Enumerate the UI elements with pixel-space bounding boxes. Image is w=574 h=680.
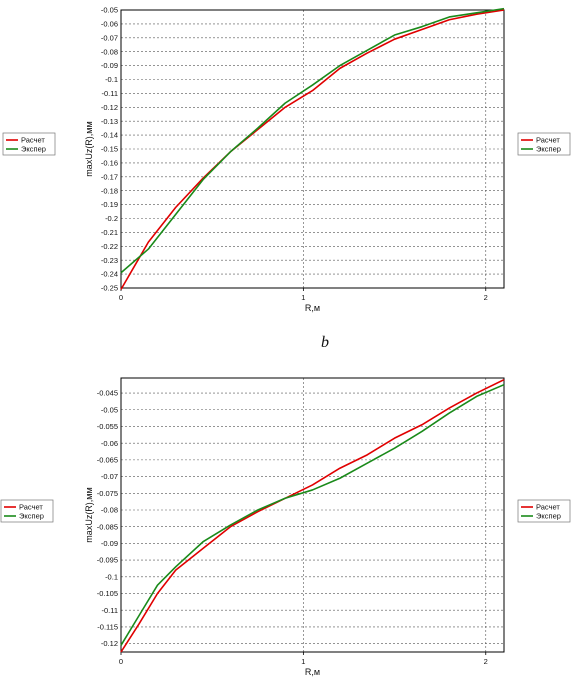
chart-top: -0.05 -0.06 -0.07 -0.08 -0.09 -0.1 -0.11 -0.12 -… — [2, 6, 571, 313]
y-tick-label: -0.25 — [101, 284, 118, 293]
y-tick-label: -0.13 — [101, 117, 118, 126]
panel-label: b — [321, 334, 329, 351]
y-tick-label: -0.095 — [97, 556, 118, 565]
y-tick-label: -0.09 — [101, 61, 118, 70]
y-tick-label: -0.21 — [101, 228, 118, 237]
y-tick-label: -0.1 — [105, 572, 118, 581]
y-tick-label: -0.08 — [101, 47, 118, 56]
y-tick-label: -0.05 — [101, 6, 118, 15]
series-line-calc — [120, 378, 505, 653]
x-tick-label: 2 — [484, 293, 488, 302]
legend-label: Расчет — [536, 503, 560, 512]
y-tick-label: -0.2 — [105, 214, 118, 223]
legend-label: Экспер — [536, 145, 561, 154]
legend-label: Экспер — [536, 512, 561, 521]
x-tick-label: 0 — [119, 657, 123, 666]
plot-area — [121, 378, 504, 652]
y-tick-label: -0.23 — [101, 256, 118, 265]
x-tick-label: 0 — [119, 293, 123, 302]
y-tick-label: -0.17 — [101, 172, 118, 181]
y-tick-label: -0.07 — [101, 472, 118, 481]
legend-label: Расчет — [21, 136, 45, 145]
y-tick-label: -0.06 — [101, 20, 118, 29]
x-tick-label: 2 — [484, 657, 488, 666]
series-line-exp — [120, 7, 505, 274]
y-tick-label: -0.11 — [101, 606, 118, 615]
legend-label: Экспер — [19, 512, 44, 521]
y-tick-label: -0.19 — [101, 200, 118, 209]
y-tick-label: -0.065 — [97, 455, 118, 464]
y-tick-label: -0.055 — [97, 422, 118, 431]
series-line-exp — [120, 383, 505, 646]
y-tick-label: -0.08 — [101, 506, 118, 515]
y-axis-label: maxUz(R),мм — [84, 487, 94, 542]
y-tick-label: -0.14 — [101, 131, 118, 140]
legend-label: Расчет — [19, 503, 43, 512]
plot-area — [121, 10, 504, 288]
y-tick-label: -0.105 — [97, 589, 118, 598]
x-tick-label: 1 — [301, 293, 305, 302]
y-tick-label: -0.12 — [101, 639, 118, 648]
series-line-calc — [120, 9, 505, 290]
y-tick-label: -0.05 — [101, 405, 118, 414]
y-axis-label: maxUz(R),мм — [84, 121, 94, 176]
y-tick-label: -0.1 — [105, 75, 118, 84]
y-tick-label: -0.07 — [101, 33, 118, 42]
legend-label: Экспер — [21, 145, 46, 154]
x-tick-label: 1 — [301, 657, 305, 666]
y-tick-label: -0.075 — [97, 489, 118, 498]
y-tick-label: -0.18 — [101, 186, 118, 195]
y-tick-label: -0.22 — [101, 242, 118, 251]
y-tick-label: -0.16 — [101, 159, 118, 168]
x-axis-label: R,м — [305, 667, 320, 677]
y-tick-label: -0.06 — [101, 439, 118, 448]
y-tick-label: -0.09 — [101, 539, 118, 548]
y-tick-label: -0.15 — [101, 145, 118, 154]
chart-bottom: -0.045 -0.05 -0.055 -0.06 -0.065 -0.07 -0.075 -… — [0, 377, 571, 677]
y-tick-label: -0.045 — [97, 389, 118, 398]
plot-frame — [120, 377, 505, 653]
legend-label: Расчет — [536, 136, 560, 145]
y-tick-label: -0.085 — [97, 522, 118, 531]
plot-frame — [120, 9, 505, 289]
y-tick-label: -0.24 — [101, 270, 118, 279]
y-tick-label: -0.12 — [101, 103, 118, 112]
y-tick-label: -0.11 — [101, 89, 118, 98]
x-axis-label: R,м — [305, 303, 320, 313]
y-tick-label: -0.115 — [97, 623, 118, 632]
